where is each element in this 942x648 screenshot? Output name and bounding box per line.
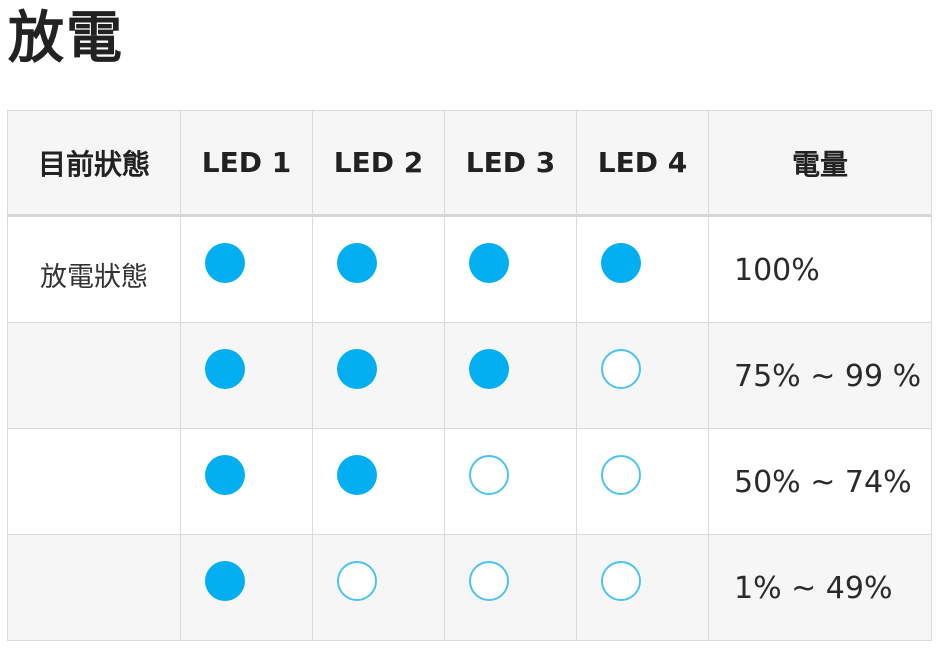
battery-level-value: 50% ~ 74% [734, 465, 912, 500]
state-cell [7, 534, 181, 641]
led-cell [576, 428, 709, 535]
led-on-icon [205, 561, 245, 601]
state-cell: 放電狀態 [7, 215, 181, 323]
level-cell: 50% ~ 74% [708, 428, 932, 535]
table-header-row: 目前狀態 LED 1 LED 2 LED 3 LED 4 電量 [7, 110, 932, 217]
state-label: 放電狀態 [40, 262, 148, 293]
level-cell: 75% ~ 99 % [708, 322, 932, 429]
led-on-icon [469, 349, 509, 389]
led-cell [576, 534, 709, 641]
level-cell: 1% ~ 49% [708, 534, 932, 641]
level-cell: 100% [708, 215, 932, 323]
header-current-state: 目前狀態 [7, 110, 181, 217]
header-led-1: LED 1 [180, 110, 313, 217]
state-cell [7, 322, 181, 429]
header-battery-level: 電量 [708, 110, 932, 217]
led-cell [444, 534, 577, 641]
led-on-icon [337, 349, 377, 389]
battery-level-value: 1% ~ 49% [734, 571, 893, 606]
led-cell [576, 322, 709, 429]
page-title: 放電 [8, 6, 124, 71]
led-off-icon [469, 561, 509, 601]
led-on-icon [469, 243, 509, 283]
led-cell [444, 215, 577, 323]
led-cell [312, 428, 445, 535]
led-on-icon [601, 243, 641, 283]
led-cell [312, 215, 445, 323]
table-row: 75% ~ 99 % [7, 322, 932, 429]
battery-level-value: 75% ~ 99 % [734, 359, 922, 394]
header-led-3: LED 3 [444, 110, 577, 217]
led-cell [180, 428, 313, 535]
led-cell [444, 428, 577, 535]
table-row: 放電狀態 100% [7, 215, 932, 323]
led-off-icon [601, 561, 641, 601]
table-row: 1% ~ 49% [7, 534, 932, 641]
led-cell [180, 322, 313, 429]
led-on-icon [205, 243, 245, 283]
led-off-icon [469, 455, 509, 495]
state-label [8, 429, 180, 467]
led-off-icon [601, 455, 641, 495]
led-cell [312, 534, 445, 641]
led-off-icon [337, 561, 377, 601]
led-on-icon [337, 455, 377, 495]
header-led-4: LED 4 [576, 110, 709, 217]
led-on-icon [205, 349, 245, 389]
state-cell [7, 428, 181, 535]
led-off-icon [601, 349, 641, 389]
battery-level-value: 100% [734, 253, 820, 288]
header-led-2: LED 2 [312, 110, 445, 217]
led-cell [444, 322, 577, 429]
state-label [8, 535, 180, 573]
led-on-icon [205, 455, 245, 495]
led-cell [312, 322, 445, 429]
state-label [8, 323, 180, 361]
led-status-table: 目前狀態 LED 1 LED 2 LED 3 LED 4 電量 放電狀態 100… [7, 110, 932, 641]
led-cell [180, 215, 313, 323]
led-cell [180, 534, 313, 641]
led-on-icon [337, 243, 377, 283]
table-row: 50% ~ 74% [7, 428, 932, 535]
led-cell [576, 215, 709, 323]
